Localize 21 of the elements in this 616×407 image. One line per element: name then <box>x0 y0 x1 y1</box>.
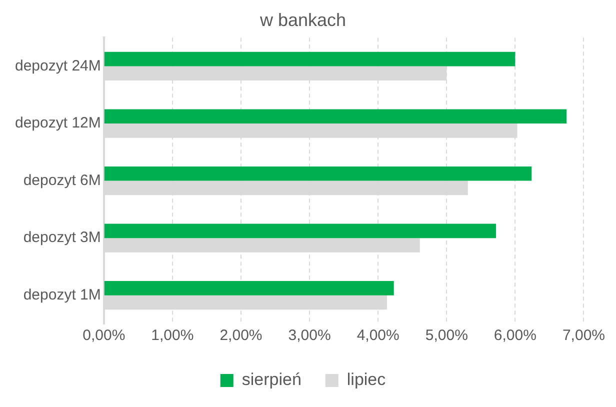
x-tick-label: 1,00% <box>151 327 194 344</box>
bar <box>104 109 567 124</box>
x-tick-label: 6,00% <box>494 327 536 344</box>
y-tick-label: depozyt 12M <box>14 114 101 132</box>
x-tick-label: 7,00% <box>562 327 606 344</box>
x-tick-label: 0,00% <box>82 327 126 344</box>
bar <box>104 224 496 238</box>
chart-title: w bankach <box>258 10 346 30</box>
y-tick-label: depozyt 3M <box>23 229 101 246</box>
bar <box>104 52 516 66</box>
bar <box>104 166 532 181</box>
legend-label: sierpień <box>242 370 302 390</box>
x-tick-label: 5,00% <box>425 327 468 344</box>
legend-label: lipiec <box>346 370 386 390</box>
y-tick-label: depozyt 24M <box>14 57 101 74</box>
y-tick-label: depozyt 6M <box>23 172 101 189</box>
x-tick-label: 4,00% <box>356 327 400 344</box>
x-tick-label: 3,00% <box>288 327 331 344</box>
bar <box>104 281 394 296</box>
x-tick-label: 2,00% <box>220 327 262 344</box>
y-tick-label: depozyt 1M <box>23 286 101 304</box>
